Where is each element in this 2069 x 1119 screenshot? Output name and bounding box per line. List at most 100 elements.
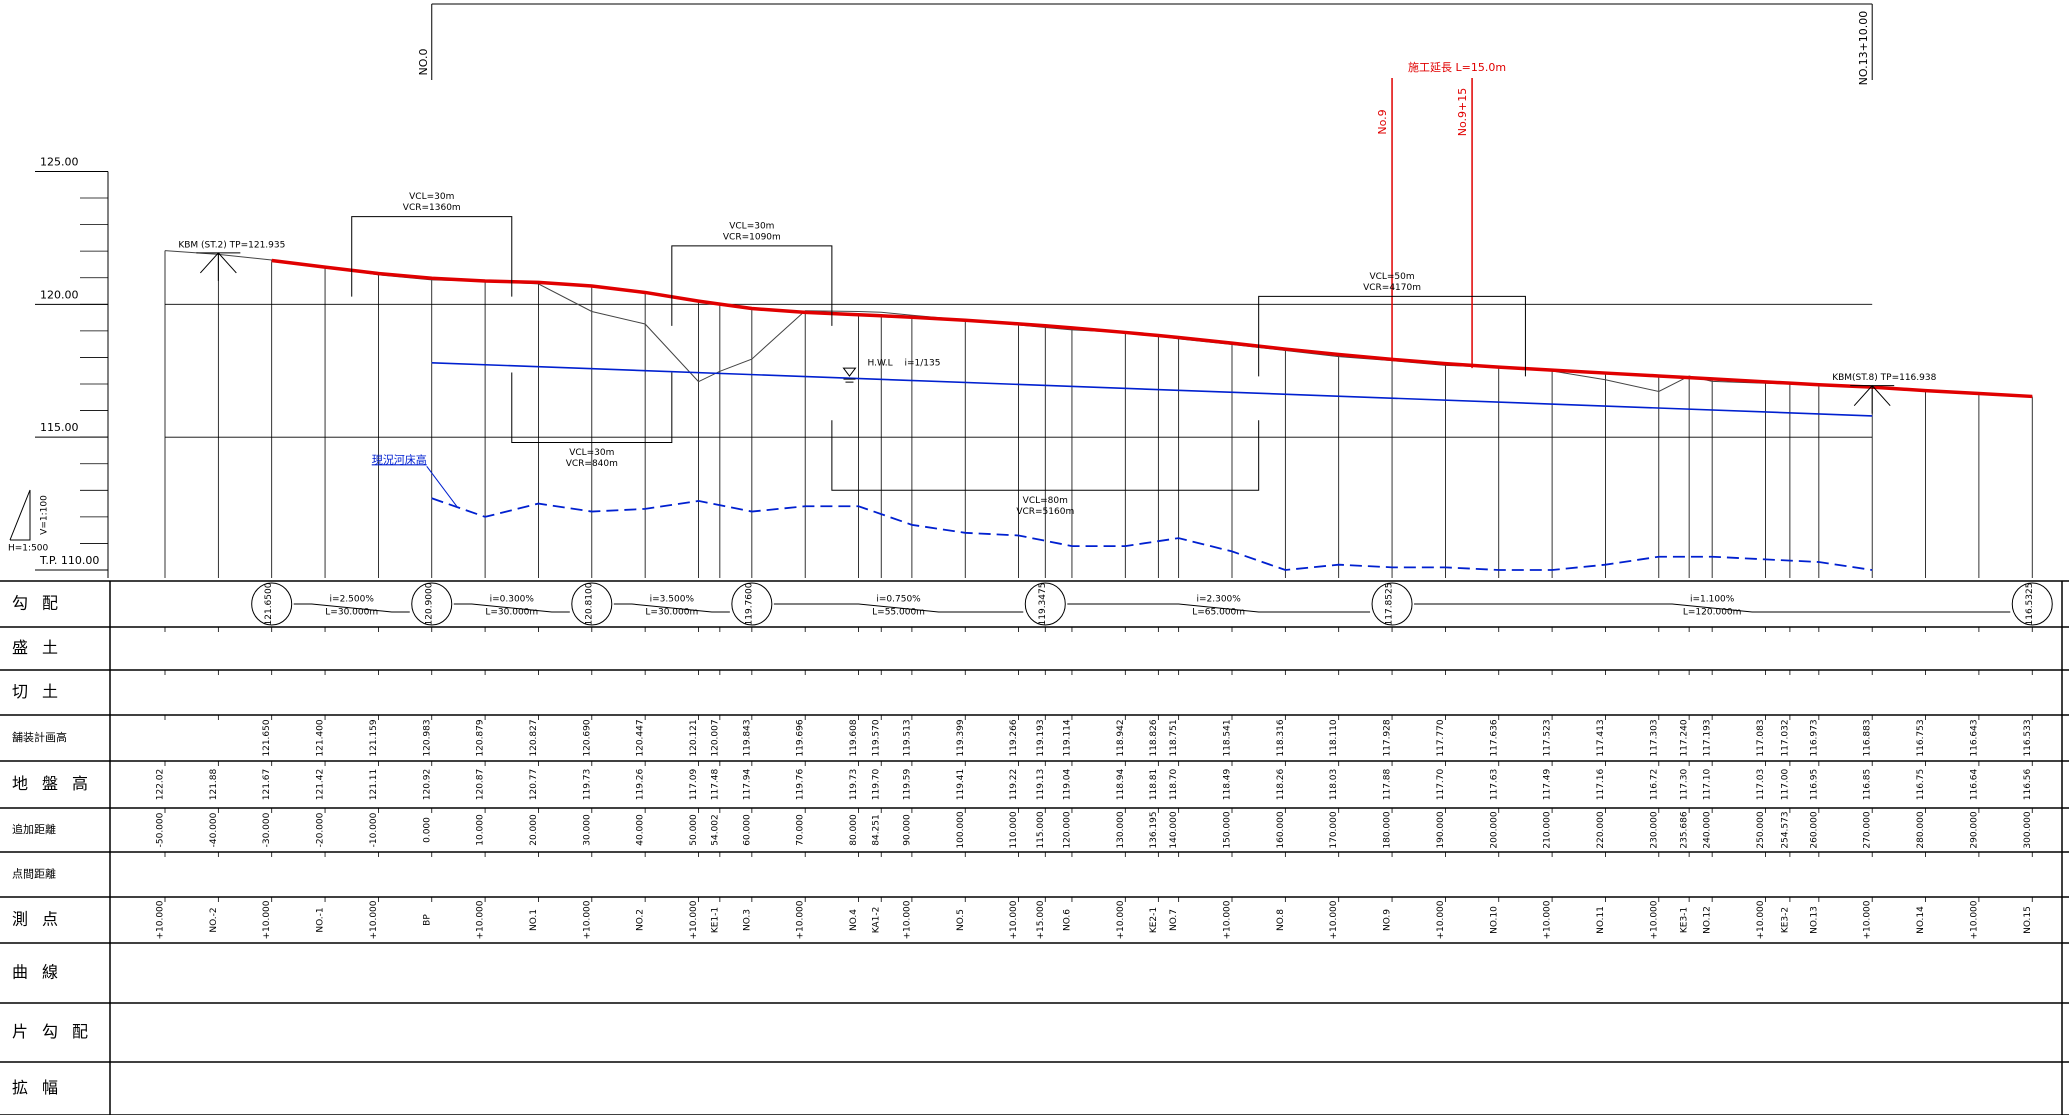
cell-ground: 117.63	[1489, 769, 1499, 801]
cell-dist: 290.000	[1969, 811, 1979, 848]
axis-label: 115.00	[40, 421, 79, 434]
header-end: NO.13+10.00	[1857, 11, 1870, 86]
vcr-label: VCR=5160m	[1016, 507, 1074, 517]
v-scale: V=1:100	[40, 495, 50, 535]
cell-ground: 120.92	[422, 769, 432, 801]
row-label: 追加距離	[12, 822, 56, 836]
cell-plan: 117.523	[1543, 719, 1553, 756]
vcl-label: VCL=30m	[569, 448, 614, 458]
cell-station: KE1-1	[710, 907, 720, 933]
grade-l: L=65.000m	[1192, 608, 1245, 618]
extension-label: 施工延長 L=15.0m	[1408, 61, 1506, 74]
cell-dist: 80.000	[849, 814, 859, 846]
cell-station: NO.9	[1383, 909, 1393, 931]
cell-ground: 118.26	[1276, 768, 1286, 800]
design-line	[271, 258, 2033, 399]
cell-ground: 121.67	[262, 769, 272, 801]
cell-station: NO.14	[1916, 906, 1926, 934]
cell-plan: 116.883	[1863, 719, 1873, 756]
cell-plan: 120.447	[636, 719, 646, 756]
cell-ground: 119.04	[1062, 768, 1072, 800]
cell-plan: 121.159	[369, 719, 379, 756]
cell-plan: 117.240	[1680, 719, 1690, 756]
cell-plan: 117.928	[1383, 719, 1393, 756]
cell-dist: 260.000	[1809, 811, 1819, 848]
cell-ground: 120.77	[529, 769, 539, 801]
cell-dist: 100.000	[956, 811, 966, 848]
cell-ground: 117.94	[742, 768, 752, 800]
cell-station: KE3-2	[1780, 907, 1790, 933]
pivot-label: 116.5325	[2025, 583, 2035, 626]
hwl-slope: i=1/135	[904, 358, 940, 368]
cell-station: +15.000	[1036, 900, 1046, 939]
cell-dist: 30.000	[582, 814, 592, 846]
cell-plan: 120.007	[710, 719, 720, 756]
pivot-label: 120.9000	[424, 582, 434, 625]
cell-dist: 250.000	[1756, 811, 1766, 848]
cell-station: NO.-1	[316, 907, 326, 932]
row-label: 地盤高	[12, 774, 102, 793]
cell-ground: 117.03	[1756, 769, 1766, 801]
cell-dist: 160.000	[1276, 811, 1286, 848]
cell-station: KE2-1	[1149, 907, 1159, 933]
cell-station: KA1-2	[872, 907, 882, 934]
cell-ground: 119.22	[1009, 769, 1019, 801]
cell-plan: 117.193	[1703, 719, 1713, 756]
cell-dist: 150.000	[1223, 811, 1233, 848]
cell-station: +10.000	[1116, 900, 1126, 939]
axis-label: 120.00	[40, 288, 79, 301]
row-label: 舗装計画高	[12, 730, 67, 744]
grade-line	[293, 603, 410, 613]
cell-station: +10.000	[796, 900, 806, 939]
cell-station: +10.000	[1436, 900, 1446, 939]
cell-dist: 110.000	[1009, 811, 1019, 848]
grade-l: L=30.000m	[645, 608, 698, 618]
cell-dist: 200.000	[1489, 811, 1499, 848]
cell-plan: 117.770	[1436, 719, 1446, 756]
cell-dist: 84.251	[872, 814, 882, 846]
cell-ground: 116.72	[1649, 769, 1659, 801]
cell-ground: 121.88	[209, 768, 219, 800]
cell-ground: 120.87	[476, 769, 486, 801]
cell-plan: 119.843	[742, 719, 752, 756]
hwl-line	[431, 361, 1873, 417]
h-scale: H=1:500	[8, 544, 49, 554]
pivot-label: 121.6500	[264, 582, 274, 625]
pivot-label: 119.7600	[744, 582, 754, 625]
cell-ground: 116.64	[1969, 768, 1979, 800]
cell-dist: 136.195	[1149, 811, 1159, 848]
benchmark-label: KBM (ST.2) TP=121.935	[178, 240, 285, 250]
grade-l: L=30.000m	[325, 608, 378, 618]
cell-plan: 117.083	[1756, 719, 1766, 756]
vcr-label: VCR=1090m	[723, 232, 781, 242]
grade-line	[453, 603, 570, 613]
cell-dist: 140.000	[1169, 811, 1179, 848]
cell-dist: 280.000	[1916, 811, 1926, 848]
row-label: 切土	[12, 682, 72, 701]
cell-dist: 54.002	[710, 814, 720, 846]
cell-dist: 190.000	[1436, 811, 1446, 848]
vc-bracket	[351, 216, 513, 297]
cell-plan: 116.753	[1916, 719, 1926, 756]
row-label: 拡幅	[12, 1078, 72, 1097]
pivot-circle	[571, 582, 613, 626]
cell-station: NO.4	[849, 909, 859, 931]
cell-dist: 10.000	[476, 814, 486, 846]
cell-station: NO.8	[1276, 909, 1286, 931]
row-label: 曲線	[12, 963, 72, 982]
cell-station: +10.000	[262, 900, 272, 939]
cell-plan: 119.696	[796, 719, 806, 756]
cell-plan: 116.973	[1809, 719, 1819, 756]
hwl-label: H.W.L	[867, 358, 892, 368]
cell-ground: 121.42	[316, 769, 326, 801]
cell-plan: 119.114	[1062, 719, 1072, 756]
cell-ground: 116.95	[1809, 769, 1819, 801]
cell-ground: 117.30	[1680, 768, 1690, 800]
cell-dist: -50.000	[156, 812, 166, 847]
cell-plan: 120.690	[582, 719, 592, 756]
cell-ground: 121.11	[369, 769, 379, 801]
cell-dist: 70.000	[796, 814, 806, 846]
cell-station: +10.000	[1649, 900, 1659, 939]
cell-ground: 119.73	[849, 769, 859, 801]
